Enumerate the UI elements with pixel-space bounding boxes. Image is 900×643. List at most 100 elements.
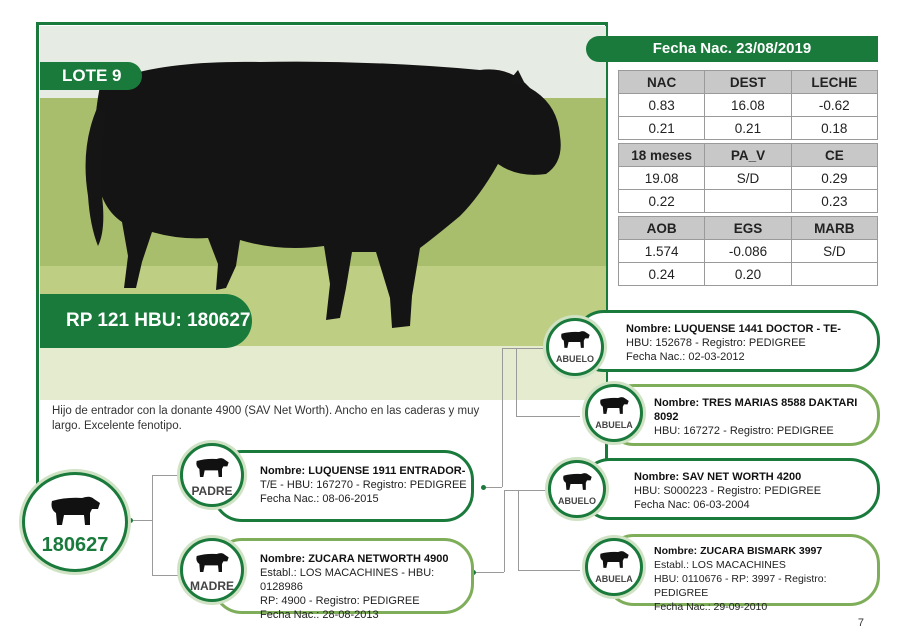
connector [516, 348, 550, 349]
madre-line3: RP: 4900 - Registro: PEDIGREE [260, 595, 420, 607]
connector [504, 490, 505, 572]
epd-table-2: 18 meses PA_V CE 19.08 S/D 0.29 0.22 0.23 [617, 143, 879, 213]
abuelo-materno-line2: HBU: S000223 - Registro: PEDIGREE [634, 485, 822, 497]
abuelo-paterno-line3: Fecha Nac.: 02-03-2012 [626, 351, 745, 363]
padre-label: PADRE [191, 484, 233, 498]
table-cell: S/D [790, 239, 879, 263]
connector [152, 475, 153, 575]
table-header: MARB [790, 216, 879, 240]
connector [152, 475, 182, 476]
padre-info: Nombre: LUQUENSE 1911 ENTRADOR- T/E - HB… [260, 464, 470, 506]
table-cell: 0.83 [617, 93, 706, 117]
table-header: EGS [704, 216, 792, 240]
connector-dot [128, 518, 133, 523]
table-cell: 0.18 [790, 116, 879, 140]
abuelo-materno-info: Nombre: SAV NET WORTH 4200 HBU: S000223 … [634, 470, 876, 512]
abuela-materna-name: Nombre: ZUCARA BISMARK 3997 [654, 545, 823, 557]
abuelo-paterno-line2: HBU: 152678 - Registro: PEDIGREE [626, 337, 806, 349]
connector [518, 570, 580, 571]
madre-label: MADRE [190, 579, 234, 593]
abuelo-materno-name: Nombre: SAV NET WORTH 4200 [634, 471, 802, 483]
table-cell [790, 262, 879, 286]
connector [516, 348, 517, 416]
abuelo-materno-card [580, 458, 880, 520]
abuela-paterna-line3: HBU: 167272 - Registro: PEDIGREE [654, 425, 834, 437]
table-cell: 1.574 [617, 239, 706, 263]
cow-icon [51, 496, 100, 525]
connector [518, 490, 519, 570]
page-number: 7 [857, 617, 864, 629]
table-cell: -0.086 [704, 239, 792, 263]
lot-label: LOTE 9 [40, 62, 142, 90]
connector [516, 416, 580, 417]
cow-icon [600, 397, 629, 414]
madre-line4: Fecha Nac.: 28-08-2013 [260, 609, 379, 621]
abuela-paterna-info: Nombre: TRES MARIAS 8588 DAKTARI 8092 HB… [654, 396, 876, 438]
table-cell: 0.22 [617, 189, 706, 213]
description: Hijo de entrador con la donante 4900 (SA… [52, 405, 480, 432]
cow-icon [196, 458, 229, 477]
abuela-materna-line2: Establ.: LOS MACACHINES [654, 559, 786, 571]
animal-circle: 180627 [22, 472, 128, 572]
photo-frame [36, 22, 608, 500]
table-header: NAC [617, 70, 706, 94]
abuela-materna-card [604, 534, 880, 606]
connector [484, 487, 502, 488]
abuelo-paterno-label: ABUELO [556, 354, 594, 364]
table-cell: 0.21 [617, 116, 706, 140]
madre-card [212, 538, 474, 614]
table-header: 18 meses [617, 143, 706, 167]
madre-circle: MADRE [180, 538, 244, 602]
table-header: LECHE [790, 70, 879, 94]
connector [474, 572, 504, 573]
table-cell: 16.08 [704, 93, 792, 117]
abuelo-paterno-card [574, 310, 880, 372]
padre-card [212, 450, 474, 522]
birth-date: Fecha Nac. 23/08/2019 [586, 36, 878, 62]
cow-icon [561, 331, 590, 348]
connector [130, 520, 152, 521]
abuela-paterna-line2: 8092 [654, 411, 679, 423]
table-cell: 19.08 [617, 166, 706, 190]
connector [504, 490, 518, 491]
rp-label: RP 121 HBU: 180627 [40, 294, 252, 348]
connector-dot [481, 485, 486, 490]
connector [502, 348, 516, 349]
table-header: CE [790, 143, 879, 167]
connector [152, 575, 182, 576]
abuela-materna-circle: ABUELA [585, 538, 643, 596]
abuela-materna-label: ABUELA [595, 574, 633, 584]
abuela-paterna-card [604, 384, 880, 446]
table-cell [704, 189, 792, 213]
abuela-paterna-name: Nombre: TRES MARIAS 8588 DAKTARI [654, 397, 858, 409]
abuelo-paterno-info: Nombre: LUQUENSE 1441 DOCTOR - TE- HBU: … [626, 322, 876, 364]
madre-line2: Establ.: LOS MACACHINES - HBU: 0128986 [260, 567, 435, 593]
table-cell: 0.29 [790, 166, 879, 190]
abuelo-materno-line3: Fecha Nac: 06-03-2004 [634, 499, 750, 511]
table-cell: 0.23 [790, 189, 879, 213]
abuelo-paterno-circle: ABUELO [546, 318, 604, 376]
padre-name: Nombre: LUQUENSE 1911 ENTRADOR- [260, 465, 466, 477]
abuelo-materno-circle: ABUELO [548, 460, 606, 518]
padre-circle: PADRE [180, 443, 244, 507]
connector [502, 348, 503, 487]
cow-icon [600, 551, 629, 568]
padre-line3: Fecha Nac.: 08-06-2015 [260, 493, 379, 505]
table-cell: 0.20 [704, 262, 792, 286]
table-header: PA_V [704, 143, 792, 167]
abuela-paterna-circle: ABUELA [585, 384, 643, 442]
connector [518, 490, 548, 491]
table-cell: S/D [704, 166, 792, 190]
madre-name: Nombre: ZUCARA NETWORTH 4900 [260, 553, 449, 565]
abuela-materna-line4: Fecha Nac.: 29-09-2010 [654, 601, 768, 613]
cow-icon [563, 473, 592, 490]
abuela-materna-line3: HBU: 0110676 - RP: 3997 - Registro: PEDI… [654, 573, 827, 599]
table-cell: -0.62 [790, 93, 879, 117]
table-header: DEST [704, 70, 792, 94]
epd-table-1: NAC DEST LECHE 0.83 16.08 -0.62 0.21 0.21 0.18 [617, 70, 879, 140]
abuelo-paterno-name: Nombre: LUQUENSE 1441 DOCTOR - TE- [626, 323, 841, 335]
abuela-paterna-label: ABUELA [595, 420, 633, 430]
animal-id: 180627 [41, 534, 109, 556]
abuelo-materno-label: ABUELO [558, 496, 596, 506]
cow-icon [196, 553, 229, 572]
